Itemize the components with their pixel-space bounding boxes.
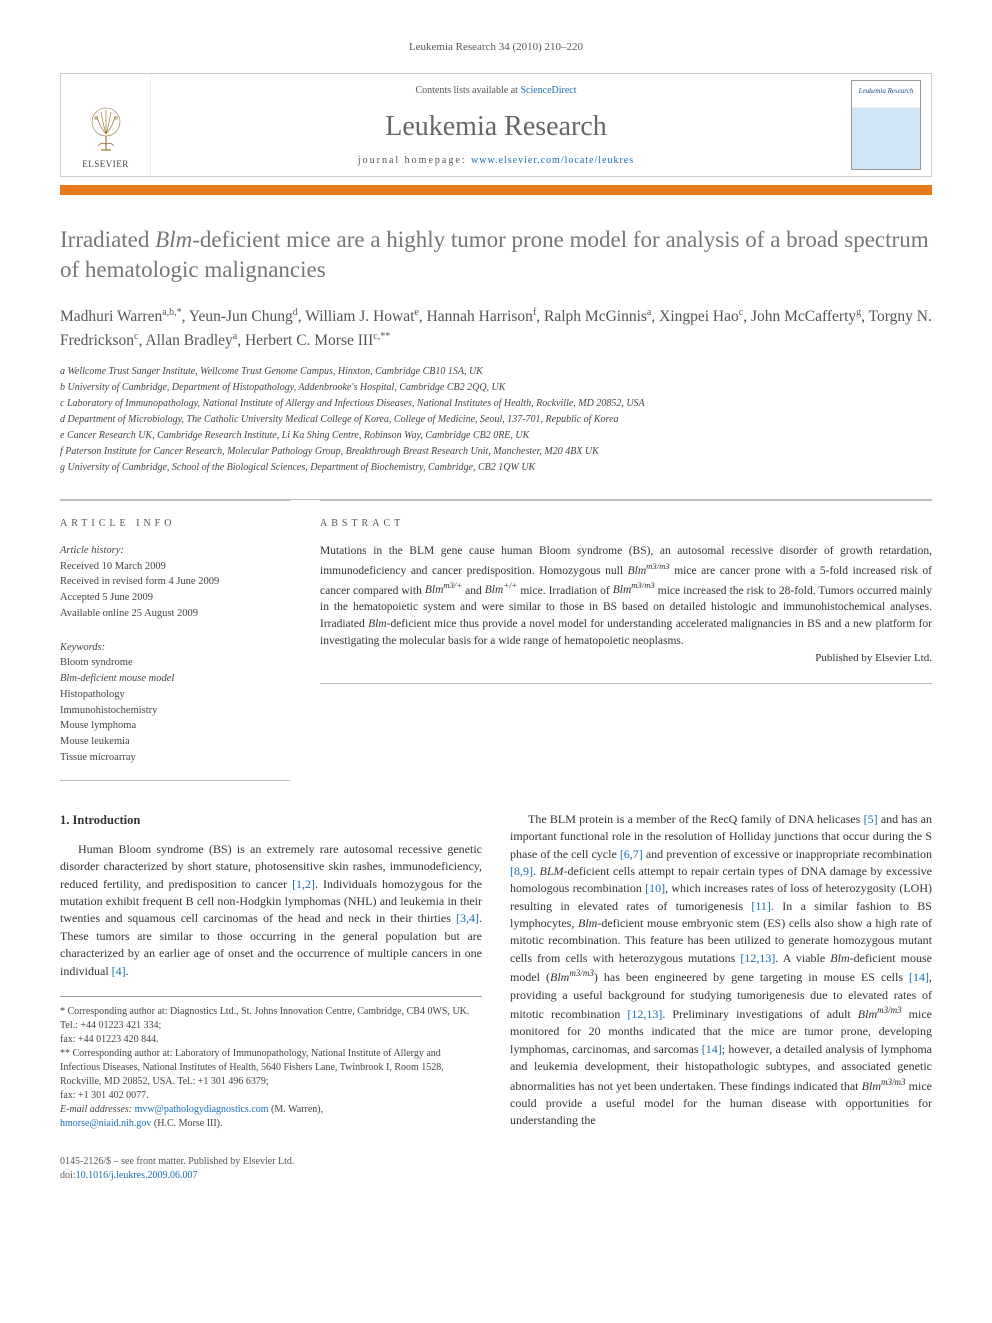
- elsevier-tree-icon: [81, 104, 131, 154]
- emails-label: E-mail addresses:: [60, 1104, 135, 1115]
- masthead-center: Contents lists available at ScienceDirec…: [151, 74, 841, 176]
- affiliation: c Laboratory of Immunopathology, Nationa…: [60, 396, 932, 411]
- keyword: Blm-deficient mouse model: [60, 671, 290, 687]
- history-block: Article history: Received 10 March 2009 …: [60, 543, 290, 622]
- history-line: Received 10 March 2009: [60, 559, 290, 575]
- abstract-text: Mutations in the BLM gene cause human Bl…: [320, 543, 932, 684]
- author-list: Madhuri Warrena,b,*, Yeun-Jun Chungd, Wi…: [60, 305, 932, 352]
- publisher-block: ELSEVIER: [61, 74, 151, 176]
- history-line: Received in revised form 4 June 2009: [60, 574, 290, 590]
- affiliation: f Paterson Institute for Cancer Research…: [60, 444, 932, 459]
- article-title: Irradiated Blm-deficient mice are a high…: [60, 225, 932, 285]
- section-heading: 1. Introduction: [60, 811, 482, 829]
- affiliation: d Department of Microbiology, The Cathol…: [60, 412, 932, 427]
- footnote-star1: * Corresponding author at: Diagnostics L…: [60, 1005, 482, 1033]
- cover-thumb-title: Leukemia Research: [852, 81, 920, 97]
- keyword: Mouse leukemia: [60, 734, 290, 750]
- page-header: Leukemia Research 34 (2010) 210–220: [60, 40, 932, 55]
- info-abstract-row: ARTICLE INFO Article history: Received 1…: [60, 499, 932, 781]
- title-pre: Irradiated: [60, 227, 155, 252]
- corresponding-footnotes: * Corresponding author at: Diagnostics L…: [60, 996, 482, 1131]
- publisher-label: ELSEVIER: [82, 158, 129, 171]
- affiliation-list: a Wellcome Trust Sanger Institute, Wellc…: [60, 364, 932, 475]
- footer-front-matter: 0145-2126/$ – see front matter. Publishe…: [60, 1155, 932, 1169]
- affiliation: e Cancer Research UK, Cambridge Research…: [60, 428, 932, 443]
- email-link[interactable]: hmorse@niaid.nih.gov: [60, 1118, 151, 1129]
- history-line: Accepted 5 June 2009: [60, 590, 290, 606]
- history-line: Available online 25 August 2009: [60, 606, 290, 622]
- footnote-star2: ** Corresponding author at: Laboratory o…: [60, 1047, 482, 1089]
- footnote-star2-fax: fax: +1 301 402 0077.: [60, 1089, 482, 1103]
- journal-cover-thumb: Leukemia Research: [851, 80, 921, 170]
- contents-prefix: Contents lists available at: [415, 85, 520, 96]
- keywords-label: Keywords:: [60, 640, 290, 656]
- homepage-prefix: journal homepage:: [358, 155, 471, 166]
- title-italic: Blm: [155, 227, 192, 252]
- keyword: Histopathology: [60, 687, 290, 703]
- email-who: (M. Warren),: [269, 1104, 324, 1115]
- body-paragraph: Human Bloom syndrome (BS) is an extremel…: [60, 841, 482, 980]
- keyword: Bloom syndrome: [60, 655, 290, 671]
- contents-available-line: Contents lists available at ScienceDirec…: [159, 84, 833, 98]
- doi-link[interactable]: 10.1016/j.leukres.2009.06.007: [76, 1170, 198, 1181]
- cover-thumb-block: Leukemia Research: [841, 74, 931, 176]
- abstract-block: ABSTRACT Mutations in the BLM gene cause…: [320, 500, 932, 781]
- sciencedirect-link[interactable]: ScienceDirect: [520, 85, 576, 96]
- abstract-published-by: Published by Elsevier Ltd.: [320, 651, 932, 667]
- journal-name: Leukemia Research: [159, 107, 833, 146]
- email-who: (H.C. Morse III).: [151, 1118, 222, 1129]
- body-column-right: The BLM protein is a member of the RecQ …: [510, 811, 932, 1131]
- footnote-star1-fax: fax: +44 01223 420 844.: [60, 1033, 482, 1047]
- body-columns: 1. Introduction Human Bloom syndrome (BS…: [60, 811, 932, 1131]
- journal-masthead: ELSEVIER Contents lists available at Sci…: [60, 73, 932, 177]
- accent-bar: [60, 185, 932, 195]
- page-footer: 0145-2126/$ – see front matter. Publishe…: [60, 1155, 932, 1183]
- keyword: Tissue microarray: [60, 750, 290, 766]
- keyword: Immunohistochemistry: [60, 703, 290, 719]
- doi-label: doi:: [60, 1170, 76, 1181]
- article-info-block: ARTICLE INFO Article history: Received 1…: [60, 500, 290, 781]
- body-column-left: 1. Introduction Human Bloom syndrome (BS…: [60, 811, 482, 1131]
- homepage-line: journal homepage: www.elsevier.com/locat…: [159, 154, 833, 168]
- article-info-heading: ARTICLE INFO: [60, 517, 290, 531]
- body-paragraph: The BLM protein is a member of the RecQ …: [510, 811, 932, 1130]
- keyword: Mouse lymphoma: [60, 718, 290, 734]
- homepage-link[interactable]: www.elsevier.com/locate/leukres: [471, 155, 634, 166]
- abstract-heading: ABSTRACT: [320, 517, 932, 532]
- affiliation: g University of Cambridge, School of the…: [60, 460, 932, 475]
- affiliation: a Wellcome Trust Sanger Institute, Wellc…: [60, 364, 932, 379]
- keywords-block: Keywords: Bloom syndrome Blm-deficient m…: [60, 640, 290, 781]
- affiliation: b University of Cambridge, Department of…: [60, 380, 932, 395]
- footnote-emails: E-mail addresses: mvw@pathologydiagnosti…: [60, 1103, 482, 1131]
- email-link[interactable]: mvw@pathologydiagnostics.com: [135, 1104, 269, 1115]
- history-label: Article history:: [60, 543, 290, 559]
- footer-doi: doi:10.1016/j.leukres.2009.06.007: [60, 1169, 932, 1183]
